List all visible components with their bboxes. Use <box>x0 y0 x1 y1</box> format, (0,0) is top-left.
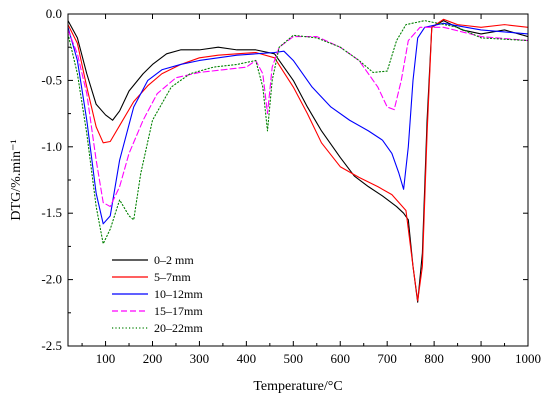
axes: 100 200 300 400 500 600 700 800 900 1000 0.0 -0.5 -1… <box>9 6 541 394</box>
x-tick-label: 200 <box>143 351 163 366</box>
x-tick-label: 600 <box>330 351 350 366</box>
series-line-2 <box>68 18 528 302</box>
x-tick-label: 700 <box>377 351 397 366</box>
x-tick-label: 1000 <box>515 351 541 366</box>
legend-label-5: 20–22mm <box>154 321 203 335</box>
legend-label-1: 0–2 mm <box>154 253 194 267</box>
x-tick-label: 100 <box>96 351 116 366</box>
y-tick-label: -0.5 <box>41 72 62 87</box>
series-line-5 <box>68 20 528 245</box>
legend: 0–2 mm 5–7mm 10–12mm 15–17mm 20–22mm <box>112 253 203 335</box>
y-tick-label: 0.0 <box>46 6 62 21</box>
legend-label-3: 10–12mm <box>154 287 203 301</box>
legend-label-4: 15–17mm <box>154 304 203 318</box>
series-line-3 <box>68 22 528 225</box>
series-line-1 <box>68 20 528 303</box>
y-tick-label: -2.0 <box>41 272 62 287</box>
x-tick-label: 300 <box>190 351 210 366</box>
y-axis-title: DTG/%.min⁻¹ <box>9 139 24 220</box>
y-tick-label: -1.5 <box>41 205 62 220</box>
x-tick-label: 800 <box>424 351 444 366</box>
x-axis-title: Temperature/°C <box>253 379 342 394</box>
x-tick-label: 900 <box>471 351 491 366</box>
y-tick-label: -1.0 <box>41 139 62 154</box>
x-tick-label: 500 <box>284 351 304 366</box>
x-tick-label: 400 <box>237 351 257 366</box>
series-line-4 <box>68 26 528 208</box>
plot-area <box>68 18 528 303</box>
y-tick-label: -2.5 <box>41 338 62 353</box>
legend-label-2: 5–7mm <box>154 270 191 284</box>
plot-frame <box>67 13 529 347</box>
